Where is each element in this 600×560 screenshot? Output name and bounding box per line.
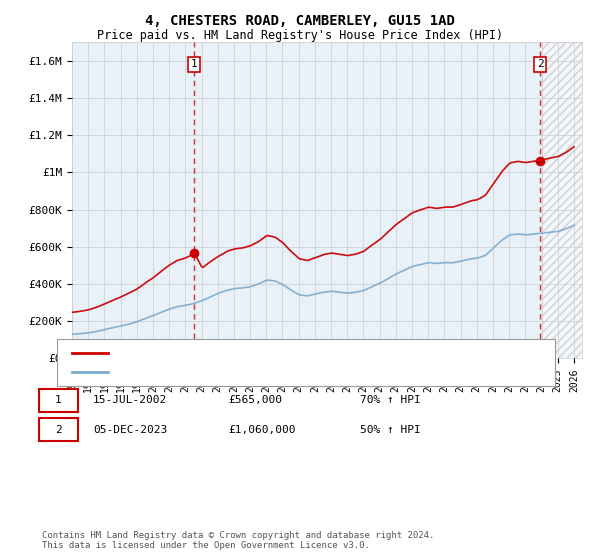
Text: £1,060,000: £1,060,000	[228, 424, 296, 435]
Text: Price paid vs. HM Land Registry's House Price Index (HPI): Price paid vs. HM Land Registry's House …	[97, 29, 503, 42]
Text: £565,000: £565,000	[228, 395, 282, 405]
Text: 4, CHESTERS ROAD, CAMBERLEY, GU15 1AD: 4, CHESTERS ROAD, CAMBERLEY, GU15 1AD	[145, 14, 455, 28]
Text: 2: 2	[537, 59, 544, 69]
Bar	[542, 42, 582, 358]
Text: 70% ↑ HPI: 70% ↑ HPI	[360, 395, 421, 405]
Text: 15-JUL-2002: 15-JUL-2002	[93, 395, 167, 405]
Text: 2: 2	[55, 424, 62, 435]
Text: 50% ↑ HPI: 50% ↑ HPI	[360, 424, 421, 435]
Text: Contains HM Land Registry data © Crown copyright and database right 2024.
This d: Contains HM Land Registry data © Crown c…	[42, 530, 434, 550]
Bar	[542, 42, 582, 358]
Text: 05-DEC-2023: 05-DEC-2023	[93, 424, 167, 435]
Text: HPI: Average price, detached house, Surrey Heath: HPI: Average price, detached house, Surr…	[114, 367, 414, 377]
Text: 1: 1	[55, 395, 62, 405]
Text: 1: 1	[191, 59, 197, 69]
Text: 4, CHESTERS ROAD, CAMBERLEY, GU15 1AD (detached house): 4, CHESTERS ROAD, CAMBERLEY, GU15 1AD (d…	[114, 348, 452, 358]
